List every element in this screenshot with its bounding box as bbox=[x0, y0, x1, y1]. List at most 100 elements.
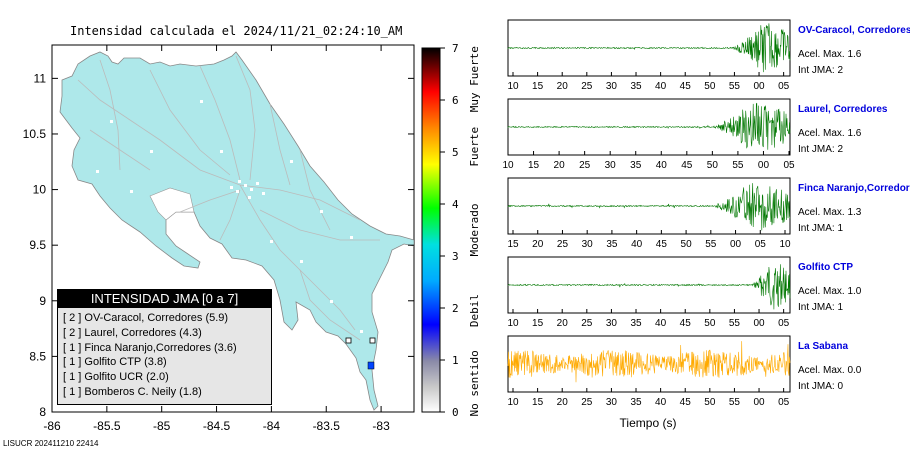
trace-tick-label: 10 bbox=[507, 81, 519, 92]
legend-list: [ 2 ] OV-Caracol, Corredores (5.9) [ 2 ]… bbox=[58, 308, 271, 400]
trace-tick-label: 20 bbox=[557, 81, 569, 92]
legend-item: [ 1 ] Golfito CTP (3.8) bbox=[63, 356, 167, 369]
legend-item: [ 2 ] Laurel, Corredores (4.3) bbox=[63, 326, 202, 339]
legend-item: [ 1 ] Golfito UCR (2.0) bbox=[63, 371, 169, 384]
map-title: Intensidad calculada el 2024/11/21_02:24… bbox=[70, 24, 402, 38]
trace-tick-label: 50 bbox=[707, 160, 719, 171]
legend-item: [ 1 ] Bomberos C. Neily (1.8) bbox=[63, 385, 202, 398]
trace-tick-label: 30 bbox=[606, 81, 618, 92]
map-x-tick-label: -83.5 bbox=[313, 419, 341, 433]
trace-tick-label: 00 bbox=[753, 81, 765, 92]
trace-tick-label: 05 bbox=[783, 160, 795, 171]
trace-tick-label: 10 bbox=[779, 239, 791, 250]
trace-tick-label: 05 bbox=[778, 397, 790, 408]
map-title-prefix: Intensidad calculada el bbox=[70, 24, 237, 38]
road-network bbox=[77, 55, 380, 341]
legend-item: [ 2 ] OV-Caracol, Corredores (5.9) bbox=[63, 312, 229, 324]
legend-item: [ 1 ] Finca Naranjo,Corredores (3.6) bbox=[63, 341, 237, 354]
map-x-tick-label: -84.5 bbox=[203, 419, 231, 433]
trace-tick-label: 25 bbox=[581, 397, 593, 408]
trace-tick-label: 55 bbox=[705, 239, 717, 250]
trace-station-name: La Sabana bbox=[798, 341, 848, 352]
trace-waveform bbox=[507, 183, 791, 231]
trace-tick-label: 40 bbox=[655, 318, 667, 329]
legend-header: INTENSIDAD JMA [0 a 7] bbox=[58, 290, 271, 308]
map-x-tick-label: -86 bbox=[43, 419, 61, 433]
trace-acel-max: Acel. Max. 0.0 bbox=[798, 365, 862, 376]
trace-tick-label: 55 bbox=[729, 81, 741, 92]
trace-tick-label: 15 bbox=[532, 81, 544, 92]
trace-tick-label: 15 bbox=[507, 239, 519, 250]
trace-panel: 10 15 20 25 30 35 40 45 50 55 00 05 Laurel, Corredor… bbox=[502, 98, 888, 171]
trace-tick-label: 50 bbox=[704, 318, 716, 329]
station-dots bbox=[96, 100, 363, 333]
map-ticks: -86 -85.5 -85 -84.5 -84 -83.5 -83 11 10.5 10 9.5 9 8… bbox=[23, 45, 414, 433]
map-y-tick-label: 10 bbox=[33, 183, 47, 197]
map-x-tick-label: -84 bbox=[263, 419, 281, 433]
trace-int-jma: Int JMA: 2 bbox=[798, 65, 843, 76]
trace-tick-label: 50 bbox=[704, 81, 716, 92]
trace-tick-label: 20 bbox=[557, 397, 569, 408]
trace-acel-max: Acel. Max. 1.6 bbox=[798, 128, 862, 139]
trace-tick-label: 15 bbox=[532, 318, 544, 329]
trace-tick-label: 35 bbox=[630, 397, 642, 408]
trace-tick-label: 25 bbox=[557, 239, 569, 250]
trace-tick-label: 25 bbox=[581, 318, 593, 329]
trace-waveform bbox=[507, 341, 791, 383]
trace-tick-label: 10 bbox=[507, 318, 519, 329]
trace-tick-label: 55 bbox=[729, 318, 741, 329]
trace-station-name: Laurel, Corredores bbox=[798, 104, 888, 115]
trace-tick-label: 05 bbox=[755, 239, 767, 250]
trace-tick-label: 50 bbox=[681, 239, 693, 250]
trace-int-jma: Int JMA: 1 bbox=[798, 302, 843, 313]
trace-tick-label: 30 bbox=[605, 160, 617, 171]
trace-tick-label: 40 bbox=[655, 397, 667, 408]
trace-acel-max: Acel. Max. 1.6 bbox=[798, 49, 862, 60]
trace-int-jma: Int JMA: 0 bbox=[798, 381, 843, 392]
trace-station-name: OV-Caracol, Corredores bbox=[798, 25, 910, 36]
trace-waveform bbox=[507, 102, 791, 150]
trace-tick-label: 45 bbox=[656, 239, 668, 250]
trace-tick-label: 20 bbox=[554, 160, 566, 171]
map-y-tick-label: 8.5 bbox=[29, 349, 46, 363]
trace-tick-label: 35 bbox=[630, 81, 642, 92]
trace-tick-label: 45 bbox=[680, 397, 692, 408]
map-y-tick-label: 9 bbox=[39, 294, 46, 308]
costa-rica-land bbox=[59, 51, 414, 411]
map-x-tick-label: -85 bbox=[153, 419, 171, 433]
trace-panel: 15 20 25 30 35 40 45 50 55 00 05 10 Finca Naranjo,Co… bbox=[507, 177, 910, 250]
trace-tick-label: 35 bbox=[630, 318, 642, 329]
trace-int-jma: Int JMA: 2 bbox=[798, 144, 843, 155]
trace-panel: 10 15 20 25 30 35 40 45 50 55 00 05 OV-Caracol, Corr… bbox=[507, 19, 910, 92]
trace-tick-label: 20 bbox=[532, 239, 544, 250]
trace-station-name: Finca Naranjo,Corredores bbox=[798, 183, 910, 194]
trace-tick-label: 05 bbox=[778, 81, 790, 92]
trace-tick-label: 05 bbox=[778, 318, 790, 329]
trace-tick-label: 10 bbox=[502, 160, 514, 171]
trace-tick-label: 40 bbox=[656, 160, 668, 171]
trace-tick-label: 25 bbox=[579, 160, 591, 171]
map-y-tick-label: 11 bbox=[34, 71, 47, 85]
trace-tick-label: 55 bbox=[729, 397, 741, 408]
trace-waveform bbox=[507, 264, 791, 310]
trace-tick-label: 00 bbox=[753, 318, 765, 329]
trace-tick-label: 40 bbox=[631, 239, 643, 250]
map-y-tick-label: 9.5 bbox=[29, 238, 46, 252]
trace-tick-label: 00 bbox=[730, 239, 742, 250]
trace-tick-label: 10 bbox=[507, 397, 519, 408]
nicoya-gulf-water bbox=[149, 187, 195, 221]
trace-tick-label: 35 bbox=[630, 160, 642, 171]
trace-tick-label: 15 bbox=[532, 397, 544, 408]
intensity-legend: INTENSIDAD JMA [0 a 7] [ 2 ] OV-Caracol,… bbox=[57, 289, 272, 405]
trace-tick-label: 35 bbox=[606, 239, 618, 250]
trace-station-name: Golfito CTP bbox=[798, 262, 853, 273]
trace-acel-max: Acel. Max. 1.0 bbox=[798, 286, 862, 297]
map-x-tick-label: -85.5 bbox=[93, 419, 121, 433]
trace-tick-label: 15 bbox=[528, 160, 540, 171]
trace-tick-label: 45 bbox=[681, 160, 693, 171]
trace-tick-label: 45 bbox=[680, 318, 692, 329]
trace-tick-label: 00 bbox=[758, 160, 770, 171]
trace-tick-label: 00 bbox=[753, 397, 765, 408]
footer-id: LISUCR 202411210 22414 bbox=[3, 439, 99, 448]
